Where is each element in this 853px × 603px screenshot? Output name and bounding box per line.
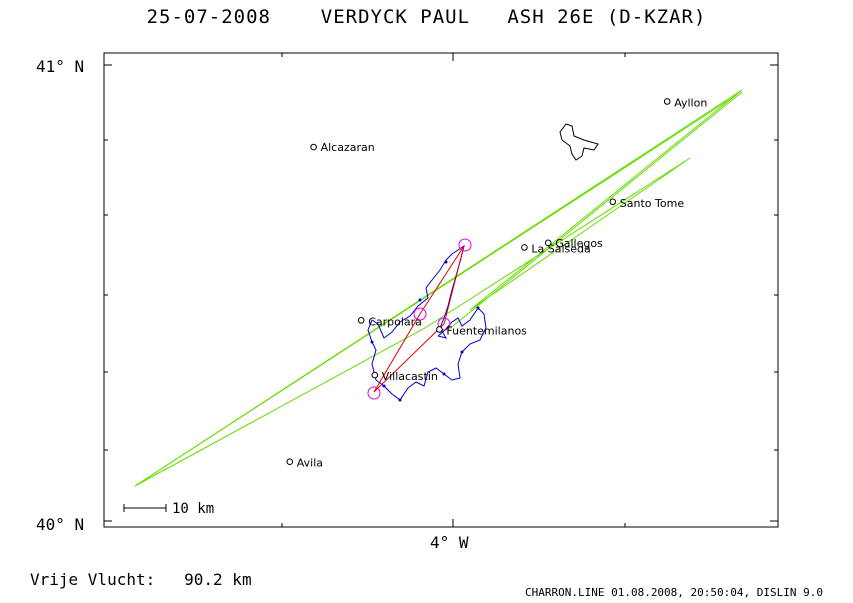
town-marker [371, 371, 379, 379]
town-label: Carpolara [368, 315, 422, 328]
glider-name: ASH 26E (D-KZAR) [507, 6, 707, 28]
town-label: Villacastin [382, 370, 438, 383]
town-label: Fuentemilanos [446, 324, 527, 337]
restricted-area-outline [559, 123, 599, 161]
distance-summary: Vrije Vlucht: 90.2 km [30, 570, 252, 589]
lat-label-bottom: 40° N [36, 515, 84, 534]
distance-label: Vrije Vlucht: [30, 570, 156, 589]
town-marker [286, 458, 294, 466]
map-frame [103, 52, 779, 528]
task-route [373, 245, 465, 393]
town-label: Avila [297, 457, 323, 470]
lat-label-top: 41° N [36, 57, 84, 76]
town-marker [609, 198, 617, 206]
flight-track [367, 244, 487, 401]
town-label: Gallegos [555, 237, 603, 250]
town-marker [436, 326, 443, 333]
map-ticks [104, 53, 778, 527]
town-marker [521, 244, 528, 251]
turnpoints [367, 238, 472, 400]
flight-header: 25-07-2008 VERDYCK PAUL ASH 26E (D-KZAR) [0, 6, 853, 28]
airspace-lines [134, 89, 743, 487]
town-marker [544, 239, 552, 247]
scale-bar-label: 10 km [172, 501, 214, 517]
town-label: La Salseda [531, 242, 590, 255]
scale-bar: 10 km [123, 501, 214, 517]
town-label: Santo Tome [620, 197, 685, 210]
track-fixes [370, 260, 480, 402]
town-marker [310, 143, 317, 151]
flight-date: 25-07-2008 [146, 6, 271, 28]
lon-label-center: 4° W [430, 533, 469, 552]
town-label: Ayllon [674, 96, 707, 109]
town-marker [663, 98, 671, 105]
plot-info: CHARRON.LINE 01.08.2008, 20:50:04, DISLI… [524, 586, 823, 599]
pilot-name: VERDYCK PAUL [320, 6, 471, 28]
distance-value: 90.2 km [184, 570, 252, 589]
town-marker [357, 317, 365, 324]
town-label: Alcazaran [321, 141, 375, 154]
